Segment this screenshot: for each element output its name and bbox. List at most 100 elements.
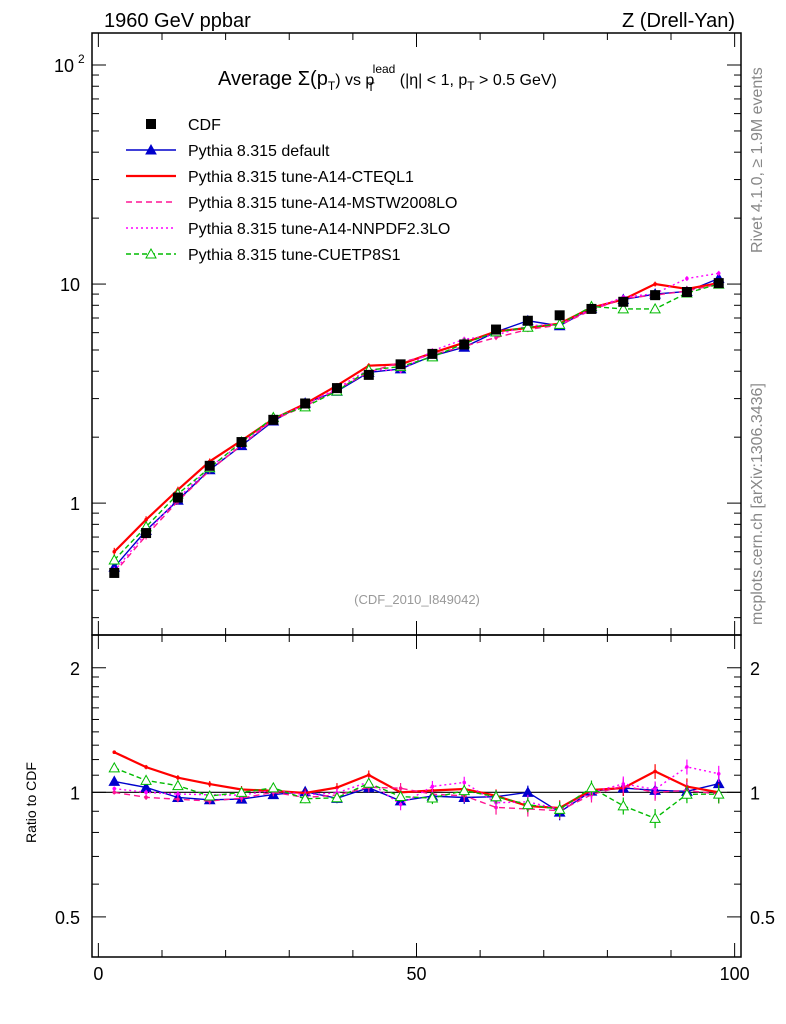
series-4-ratio-point <box>394 790 407 802</box>
series-4-ratio-point <box>299 792 312 804</box>
mcplots-site-text: mcplots.cern.ch [arXiv:1306.3436] <box>749 383 766 625</box>
cdf-data-point <box>268 414 279 425</box>
legend: CDF Pythia 8.315 default Pythia 8.315 tune… <box>126 117 457 264</box>
series-4-ratio-point <box>140 774 152 785</box>
legend-series-4-label: Pythia 8.315 tune-CUETP8S1 <box>188 247 401 264</box>
cdf-data-point <box>681 286 692 297</box>
series-1-ratio-point <box>112 750 117 755</box>
series-4-ratio-point <box>426 792 439 803</box>
rivet-version-text: Rivet 4.1.0, ≥ 1.9M events <box>749 67 766 253</box>
series-4-ratio-point <box>681 788 693 799</box>
series-2-ratio-line <box>114 785 719 812</box>
series-3-ratio-point <box>685 765 689 769</box>
series-1-ratio-point <box>653 769 657 774</box>
ratio-series-group <box>108 750 725 829</box>
series-2-ratio-point <box>112 790 117 795</box>
series-3-ratio-point <box>430 784 435 789</box>
series-0-ratio-point <box>108 775 121 786</box>
series-0-line <box>113 277 719 568</box>
series-4-ratio-point <box>649 812 661 823</box>
series-1-line <box>113 282 719 553</box>
y-tick-label: 10 <box>54 56 74 76</box>
title-end: > 0.5 GeV) <box>475 72 557 89</box>
series-4-point <box>649 302 661 314</box>
series-4-point <box>553 318 566 329</box>
ratio-y-tick-label: 1 <box>70 783 80 803</box>
title-sub2: T <box>367 80 375 94</box>
cdf-data-point <box>395 359 406 370</box>
series-4-ratio-point <box>172 779 184 791</box>
header-left: 1960 GeV ppbar <box>104 10 251 32</box>
legend-series-1-label: Pythia 8.315 tune-A14-CTEQL1 <box>188 169 414 186</box>
series-1-point <box>112 549 117 554</box>
title-sup: lead <box>373 62 396 76</box>
series-4-point <box>108 553 121 565</box>
legend-series-0-label: Pythia 8.315 default <box>188 143 330 160</box>
cdf-data-point <box>204 460 215 471</box>
cdf-data-point <box>586 303 597 314</box>
ratio-y-tick-label: 0.5 <box>55 908 80 928</box>
legend-series-3-label: Pythia 8.315 tune-A14-NNPDF2.3LO <box>188 221 450 238</box>
series-3-ratio-point <box>398 802 403 807</box>
axis-tick-labels: 0 50 100 1 10 10 2 0.5 0.5 1 1 2 2 <box>54 52 775 984</box>
ratio-y-axis-label: Ratio to CDF <box>23 762 39 843</box>
series-1-point <box>144 517 148 522</box>
title-mid: ) vs p <box>335 72 374 89</box>
series-2-line <box>113 283 719 574</box>
cdf-data-point <box>236 437 247 448</box>
cdf-data-point <box>427 348 438 359</box>
x-tick-label: 50 <box>406 964 426 984</box>
cdf-data-point <box>300 398 311 409</box>
cdf-data-point <box>363 369 374 380</box>
series-4-ratio-point <box>362 777 375 788</box>
cdf-data-point <box>172 492 183 503</box>
cdf-data-point <box>554 310 565 321</box>
cdf-data-point <box>459 339 470 350</box>
ratio-y-tick-label-right: 1 <box>750 783 760 803</box>
ratio-plot-frame <box>91 634 742 958</box>
series-3-ratio-point <box>144 790 148 795</box>
series-2-ratio-point <box>176 797 180 802</box>
title-sub1: T <box>328 79 336 93</box>
series-4-ratio-point <box>331 791 343 803</box>
series-4-ratio-point <box>712 788 725 799</box>
series-4-ratio-point <box>108 761 121 773</box>
series-3-point <box>685 276 689 281</box>
series-3-line <box>113 272 719 572</box>
legend-series-0-marker <box>145 143 157 155</box>
series-4-point <box>521 321 534 332</box>
series-1-ratio-point <box>366 773 371 777</box>
legend-cdf-marker <box>146 119 156 129</box>
series-4-ratio-point <box>235 786 248 797</box>
series-4-line <box>113 283 719 561</box>
series-2-ratio-point <box>144 795 148 800</box>
series-1-ratio-point <box>176 775 180 780</box>
y-tick-label: 1 <box>70 494 80 514</box>
legend-cdf-label: CDF <box>188 117 221 134</box>
series-3-ratio-point <box>653 787 657 792</box>
cdf-data-point <box>109 567 120 578</box>
series-4-ratio-point <box>617 799 630 811</box>
cdf-data-point <box>713 278 724 289</box>
ratio-y-tick-label-right: 2 <box>750 659 760 679</box>
series-3-ratio-point <box>176 792 180 796</box>
cdf-data-point <box>491 324 502 335</box>
series-4-point <box>617 302 630 314</box>
title-sub3: T <box>467 79 475 93</box>
series-3-ratio-point <box>621 782 626 786</box>
series-3-ratio-point <box>716 771 721 776</box>
cdf-data-point <box>522 315 533 326</box>
series-4-ratio-point <box>553 803 566 814</box>
series-3-ratio-point <box>462 780 467 785</box>
title-sigma: Σ(p <box>298 68 328 90</box>
title-pre: Average <box>218 68 298 90</box>
analysis-watermark: (CDF_2010_I849042) <box>354 592 480 607</box>
y-tick-exponent: 2 <box>78 52 85 66</box>
title-post: (|η| < 1, p <box>395 72 467 89</box>
legend-series-4-marker <box>145 247 157 259</box>
axis-ticks <box>92 33 741 957</box>
legend-series-2-label: Pythia 8.315 tune-A14-MSTW2008LO <box>188 195 457 212</box>
cdf-data-point <box>618 296 629 307</box>
cdf-data-point <box>650 290 661 301</box>
